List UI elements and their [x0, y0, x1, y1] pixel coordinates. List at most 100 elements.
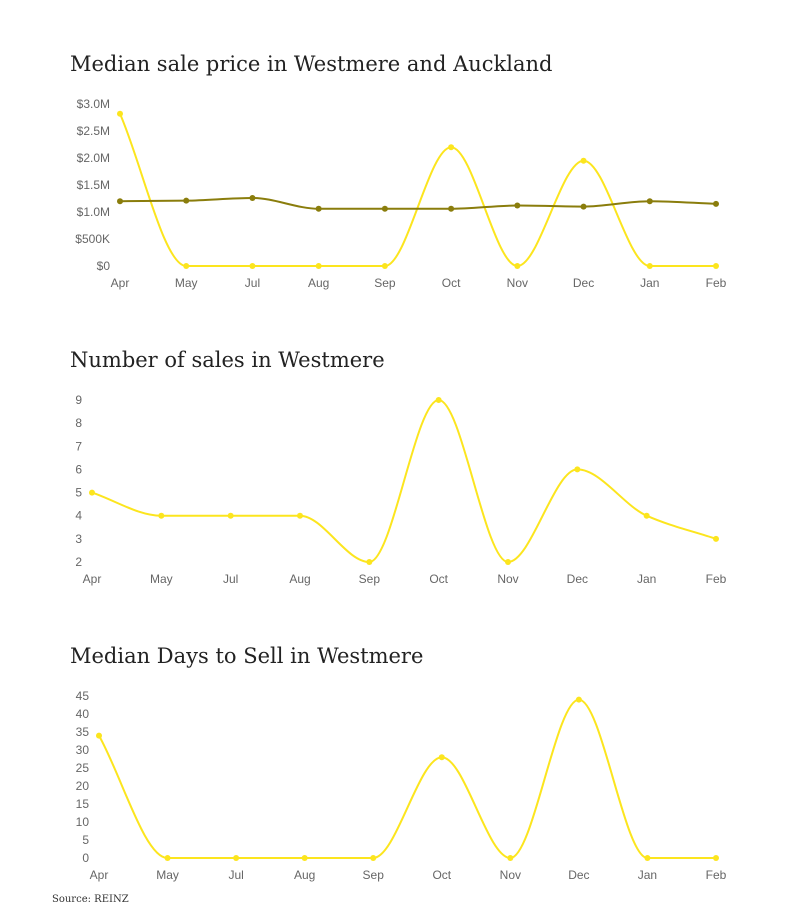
data-point — [315, 263, 322, 269]
y-tick-label: 30 — [76, 743, 90, 757]
chart-number-of-sales: Number of sales in Westmere 2 3 4 5 6 7 8 9 Apr M… — [70, 348, 727, 586]
data-point — [227, 512, 234, 519]
data-point — [580, 203, 587, 210]
y-tick-label: 35 — [76, 725, 90, 739]
y-tick-label: 20 — [76, 779, 90, 793]
x-tick-label: Dec — [567, 572, 588, 586]
data-point — [646, 198, 653, 205]
x-tick-label: Jan — [640, 276, 659, 290]
y-tick-label: 40 — [76, 707, 90, 721]
y-tick-label: 45 — [76, 689, 90, 703]
x-tick-label: Apr — [90, 868, 109, 882]
x-tick-label: Oct — [442, 276, 461, 290]
data-point — [507, 855, 514, 861]
x-tick-label: Apr — [111, 276, 130, 290]
data-point — [370, 855, 377, 861]
x-tick-label: Dec — [568, 868, 589, 882]
y-tick-label: 4 — [75, 509, 82, 523]
y-tick-label: 10 — [76, 815, 90, 829]
y-tick-label: 7 — [75, 439, 82, 453]
data-point — [713, 855, 719, 861]
x-tick-label: Oct — [432, 868, 451, 882]
data-point — [297, 512, 303, 519]
data-point — [646, 263, 653, 269]
x-tick-label: Apr — [83, 572, 102, 586]
x-tick-label: Jan — [637, 572, 656, 586]
data-point — [158, 512, 165, 519]
x-tick-label: Sep — [374, 276, 396, 290]
y-tick-label: 8 — [75, 416, 82, 430]
data-point — [366, 559, 373, 565]
series-line — [91, 398, 717, 564]
data-point — [315, 205, 322, 212]
y-tick-label: $500K — [75, 232, 110, 246]
chart-title: Median sale price in Westmere and Auckla… — [70, 52, 553, 76]
source-note: Source: REINZ — [52, 894, 129, 905]
x-tick-label: Sep — [359, 572, 381, 586]
y-tick-label: 5 — [75, 486, 82, 500]
y-tick-label: 9 — [75, 393, 82, 407]
x-tick-label: Aug — [289, 572, 310, 586]
number-of-sales-plot: 2 3 4 5 6 7 8 9 Apr May Jul Aug Sep Oct Nov Dec Jan Feb — [75, 393, 726, 586]
data-point — [575, 696, 582, 703]
data-point — [117, 198, 123, 205]
y-tick-label: 6 — [75, 462, 82, 476]
x-tick-label: Jul — [245, 276, 260, 290]
x-tick-label: May — [156, 868, 179, 882]
data-point — [301, 855, 308, 861]
median-days-plot: 0 5 10 15 20 25 30 35 40 45 Apr May Jul Aug Sep Oct Nov D… — [76, 689, 727, 882]
x-tick-label: Jul — [228, 868, 243, 882]
x-tick-label: Jul — [223, 572, 238, 586]
data-point — [448, 144, 455, 151]
data-point — [574, 466, 581, 473]
chart-title: Number of sales in Westmere — [70, 348, 385, 372]
x-tick-label: Sep — [363, 868, 385, 882]
data-point — [435, 397, 442, 403]
series-line — [98, 698, 716, 860]
chart-title: Median Days to Sell in Westmere — [70, 644, 424, 668]
data-point — [505, 559, 511, 565]
y-tick-label: $1.0M — [77, 205, 110, 219]
y-tick-label: $2.5M — [77, 124, 110, 138]
series-line — [119, 196, 717, 210]
data-point — [644, 855, 651, 861]
y-tick-label: $2.0M — [77, 151, 110, 165]
chart-median-sale-price: Median sale price in Westmere and Auckla… — [0, 0, 800, 300]
y-tick-label: 25 — [76, 761, 90, 775]
data-point — [249, 263, 256, 269]
data-point — [233, 855, 240, 861]
median-price-plot: $0 $500K $1.0M $1.5M $2.0M $2.5M $3.0M Apr May Ju… — [75, 97, 727, 290]
x-tick-label: Aug — [308, 276, 329, 290]
y-tick-label: $0 — [97, 259, 111, 273]
y-tick-label: $1.5M — [77, 178, 110, 192]
x-tick-label: Feb — [706, 868, 727, 882]
data-point — [448, 205, 455, 212]
y-tick-label: 0 — [82, 851, 89, 865]
data-point — [643, 512, 650, 519]
data-point — [89, 489, 95, 496]
data-point — [183, 197, 190, 204]
data-point — [580, 157, 587, 164]
data-point — [117, 110, 123, 117]
data-point — [249, 194, 256, 201]
chart-median-days-to-sell: Median Days to Sell in Westmere 0 5 10 15 20… — [70, 644, 727, 882]
y-tick-label: 3 — [75, 532, 82, 546]
data-point — [164, 855, 171, 861]
data-point — [183, 263, 190, 269]
x-tick-label: May — [175, 276, 198, 290]
data-point — [713, 200, 719, 207]
data-point — [381, 263, 388, 269]
data-point — [514, 263, 521, 269]
series-line — [119, 113, 716, 268]
data-point — [514, 202, 521, 209]
data-point — [381, 205, 388, 212]
x-tick-label: Oct — [429, 572, 448, 586]
x-tick-label: Jan — [638, 868, 657, 882]
x-tick-label: Aug — [294, 868, 315, 882]
x-tick-label: Nov — [497, 572, 518, 586]
data-point — [713, 535, 719, 542]
x-tick-label: Feb — [706, 276, 727, 290]
x-tick-label: Nov — [500, 868, 521, 882]
y-tick-label: 2 — [75, 555, 82, 569]
x-tick-label: Dec — [573, 276, 594, 290]
